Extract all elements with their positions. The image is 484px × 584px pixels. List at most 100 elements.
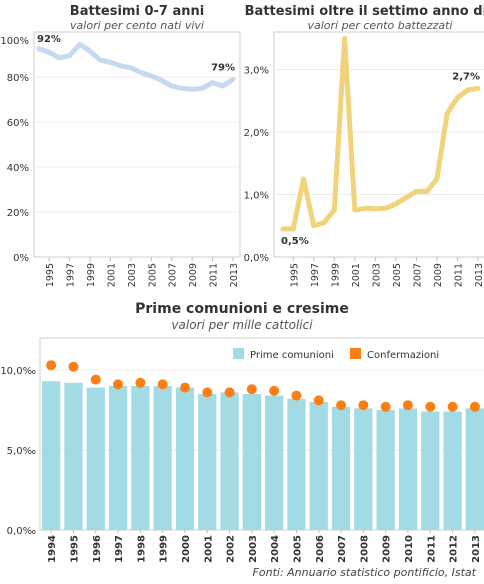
dot bbox=[447, 401, 458, 412]
bar bbox=[465, 408, 484, 530]
x-tick-label: 2009 bbox=[188, 263, 199, 287]
x-tick-label: 1997 bbox=[114, 535, 125, 563]
x-tick-label: 1999 bbox=[330, 263, 341, 287]
bar bbox=[242, 394, 261, 530]
x-tick-label: 2012 bbox=[449, 535, 460, 563]
x-tick-label: 2013 bbox=[229, 263, 240, 287]
x-tick-label: 1995 bbox=[45, 263, 56, 287]
bar bbox=[287, 398, 306, 530]
y-tick-label: 10,0‰ bbox=[0, 366, 36, 377]
annotation-label: 79% bbox=[211, 62, 235, 73]
dot bbox=[402, 400, 413, 411]
x-tick-label: 2000 bbox=[181, 535, 192, 563]
x-tick-label: 2001 bbox=[203, 535, 214, 563]
x-tick-label: 1999 bbox=[86, 263, 97, 287]
dot bbox=[246, 384, 257, 395]
x-tick-label: 2001 bbox=[351, 263, 362, 287]
y-tick-label: 5,0‰ bbox=[7, 446, 36, 457]
dot bbox=[291, 390, 302, 401]
y-tick-label: 100% bbox=[0, 36, 29, 47]
x-tick-label: 1998 bbox=[136, 535, 147, 563]
y-tick-label: 1,0% bbox=[244, 191, 269, 202]
x-tick-label: 2010 bbox=[404, 535, 415, 563]
x-tick-label: 1999 bbox=[159, 535, 170, 563]
chart-title: Prime comunioni e cresime bbox=[135, 301, 349, 317]
bar bbox=[398, 408, 418, 530]
x-tick-label: 2002 bbox=[226, 535, 237, 563]
x-tick-label: 2003 bbox=[127, 263, 138, 287]
x-tick-label: 2001 bbox=[106, 263, 117, 287]
x-tick-label: 1997 bbox=[310, 263, 321, 287]
legend-label: Confermazioni bbox=[367, 350, 439, 361]
chart-title: Battesimi oltre il settimo anno di età bbox=[245, 4, 484, 19]
series-line bbox=[280, 35, 481, 232]
dot bbox=[46, 360, 57, 371]
chart-subtitle: valori per cento battezzati bbox=[308, 19, 453, 32]
x-tick-label: 1995 bbox=[69, 535, 80, 563]
bar bbox=[64, 382, 83, 530]
bar bbox=[108, 386, 128, 530]
dot bbox=[269, 385, 280, 396]
bar bbox=[42, 381, 61, 530]
dot bbox=[469, 401, 480, 412]
x-tick-label: 2011 bbox=[453, 263, 464, 287]
x-tick-label: 2006 bbox=[315, 535, 326, 563]
bar bbox=[220, 392, 239, 530]
x-tick-label: 1994 bbox=[47, 535, 58, 563]
bar bbox=[331, 406, 351, 530]
dot bbox=[157, 379, 168, 390]
plot-frame bbox=[33, 31, 241, 258]
annotation-label: 92% bbox=[37, 34, 61, 45]
series-line bbox=[36, 41, 236, 92]
x-tick-label: 2011 bbox=[426, 535, 437, 563]
dot bbox=[380, 401, 391, 412]
legend-swatch bbox=[233, 348, 244, 359]
x-tick-label: 2007 bbox=[168, 263, 179, 287]
line-chart-2: Battesimi oltre il settimo anno di etàva… bbox=[244, 4, 484, 287]
x-tick-label: 1996 bbox=[92, 535, 103, 563]
bar bbox=[421, 411, 440, 530]
y-tick-label: 20% bbox=[7, 208, 29, 219]
x-tick-label: 2009 bbox=[433, 263, 444, 287]
y-tick-label: 60% bbox=[7, 118, 29, 129]
y-tick-label: 40% bbox=[7, 163, 29, 174]
x-tick-label: 1997 bbox=[66, 263, 77, 287]
x-tick-label: 2007 bbox=[412, 263, 423, 287]
chart-subtitle: valori per mille cattolici bbox=[171, 318, 313, 332]
legend-swatch bbox=[350, 348, 361, 359]
plot-frame bbox=[39, 337, 484, 531]
plot-frame bbox=[273, 31, 484, 258]
chart-title: Battesimi 0-7 anni bbox=[70, 4, 204, 19]
chart-subtitle: valori per cento nati vivi bbox=[70, 19, 204, 32]
y-tick-label: 2,0% bbox=[244, 128, 269, 139]
dot bbox=[425, 401, 436, 412]
legend: Prime comunioni Confermazioni bbox=[233, 348, 439, 361]
annotation-label: 0,5% bbox=[281, 236, 309, 247]
x-tick-label: 2011 bbox=[209, 263, 220, 287]
bar bbox=[175, 387, 195, 530]
x-tick-label: 2005 bbox=[147, 263, 158, 287]
dot bbox=[68, 361, 79, 372]
annotation-label: 2,7% bbox=[452, 71, 480, 82]
bar bbox=[354, 408, 373, 530]
bar bbox=[265, 395, 284, 530]
x-tick-label: 2013 bbox=[474, 263, 484, 287]
dot bbox=[224, 387, 235, 398]
x-tick-label: 2008 bbox=[359, 535, 370, 563]
bar bbox=[86, 387, 105, 530]
bar bbox=[153, 386, 172, 530]
dot bbox=[180, 382, 190, 393]
dot bbox=[336, 400, 347, 411]
y-tick-label: 80% bbox=[7, 73, 29, 84]
x-tick-label: 2005 bbox=[292, 535, 303, 563]
legend-label: Prime comunioni bbox=[250, 350, 334, 361]
bar bbox=[131, 386, 150, 530]
x-tick-label: 2009 bbox=[382, 535, 393, 563]
y-tick-label: 0,0% bbox=[244, 253, 269, 264]
x-tick-label: 2005 bbox=[392, 263, 403, 287]
x-tick-label: 1995 bbox=[289, 263, 300, 287]
bar bbox=[198, 394, 217, 530]
dot bbox=[358, 400, 369, 411]
